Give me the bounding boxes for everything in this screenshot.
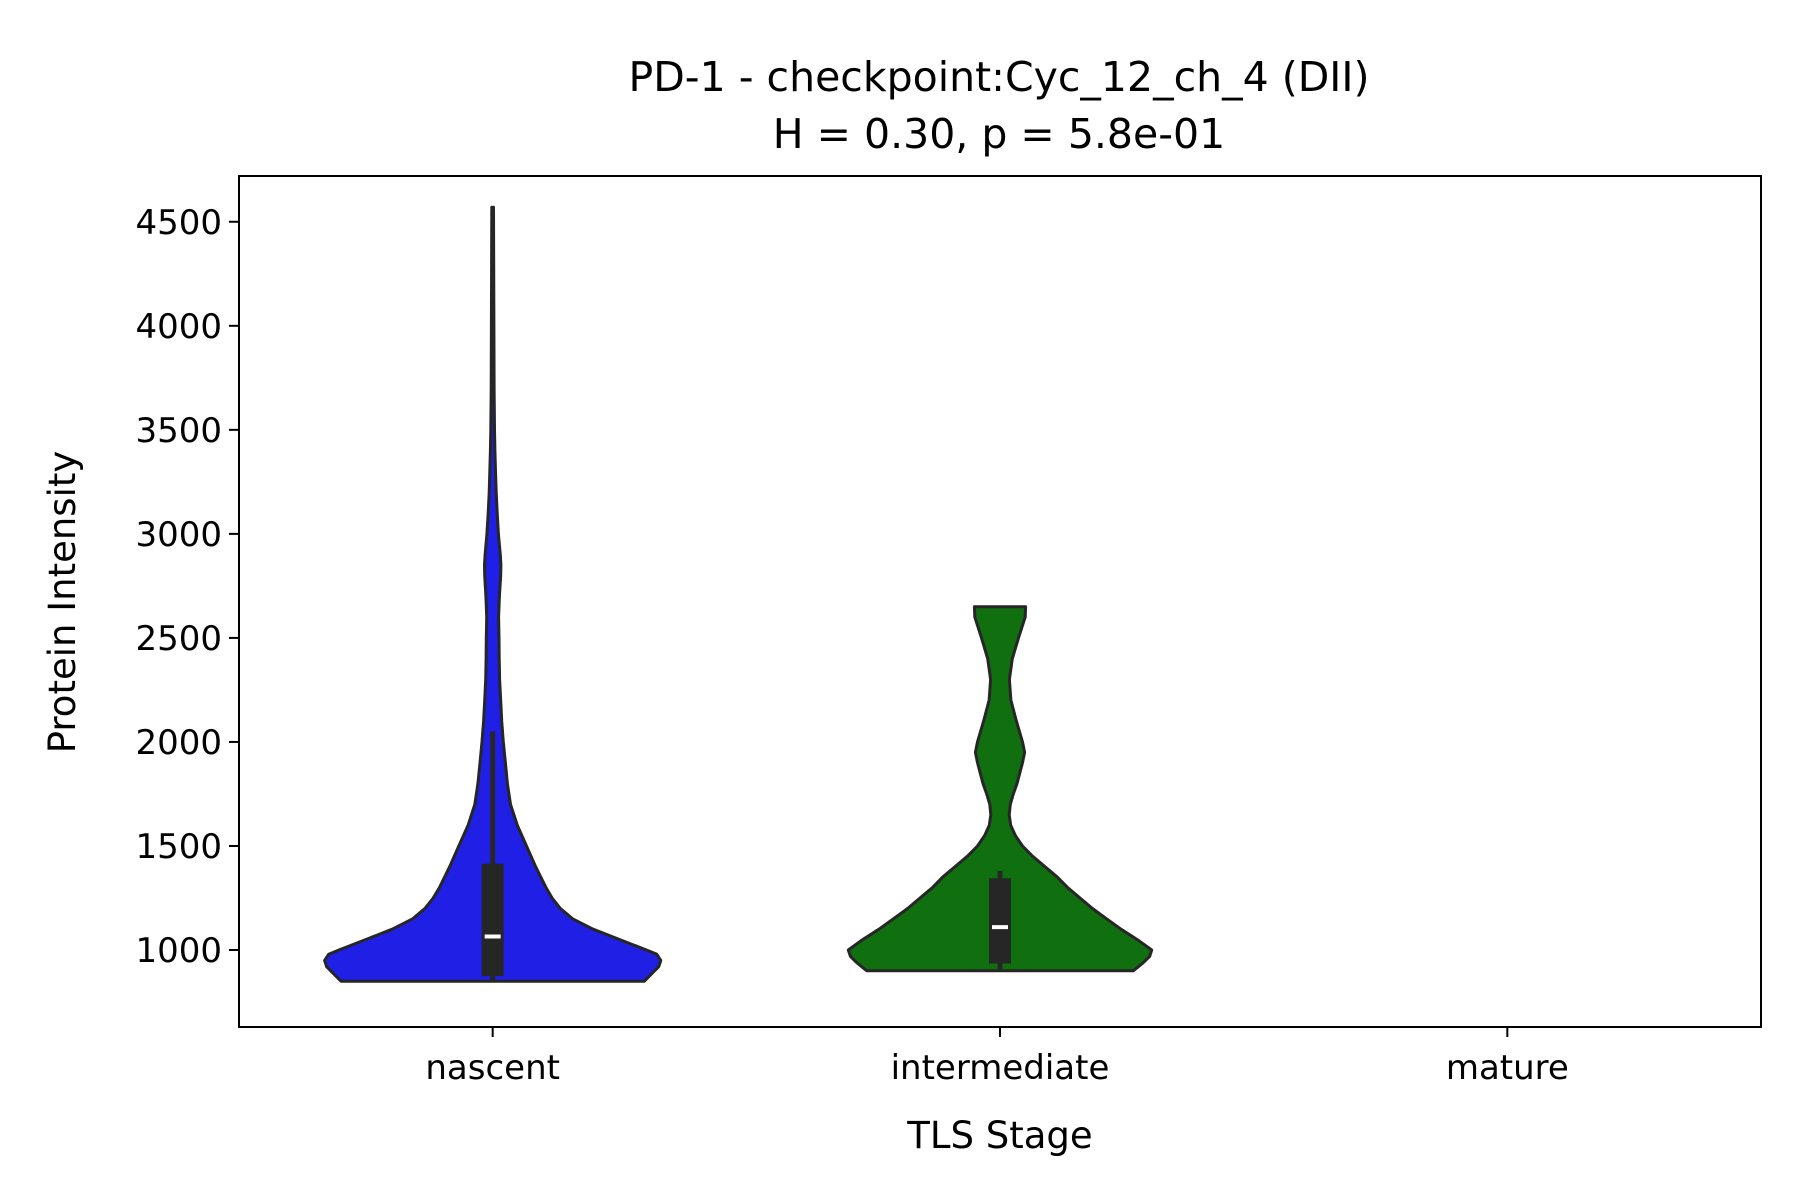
y-axis: 1000 1500 2000 2500 3000 3500 4000 4500 xyxy=(135,203,239,971)
x-axis-label: TLS Stage xyxy=(906,1114,1092,1157)
violin-body xyxy=(846,605,1154,973)
y-tick-label: 2000 xyxy=(135,723,222,763)
y-tick-label: 3000 xyxy=(135,515,222,555)
x-axis: nascent intermediate mature xyxy=(425,1027,1569,1088)
y-tick-label: 4500 xyxy=(135,203,222,243)
plot-frame xyxy=(238,175,1762,1028)
violin-intermediate xyxy=(846,605,1154,973)
violin-body xyxy=(323,205,663,983)
x-tick-label: mature xyxy=(1446,1048,1569,1088)
x-tick-label: intermediate xyxy=(891,1048,1110,1088)
violin-iqr-box xyxy=(481,863,504,977)
y-tick-label: 3500 xyxy=(135,411,222,451)
y-tick-label: 1500 xyxy=(135,827,222,867)
y-tick-label: 1000 xyxy=(135,931,222,971)
violin-nascent xyxy=(323,205,663,983)
violin-iqr-box xyxy=(989,878,1011,964)
chart-title: PD-1 - checkpoint:Cyc_12_ch_4 (DII) xyxy=(629,53,1370,101)
chart-subtitle: H = 0.30, p = 5.8e-01 xyxy=(773,110,1225,158)
y-tick-label: 4000 xyxy=(135,307,222,347)
y-axis-label: Protein Intensity xyxy=(41,451,84,754)
x-tick-label: nascent xyxy=(425,1048,560,1088)
violin-layer xyxy=(323,205,1154,983)
y-tick-label: 2500 xyxy=(135,619,222,659)
